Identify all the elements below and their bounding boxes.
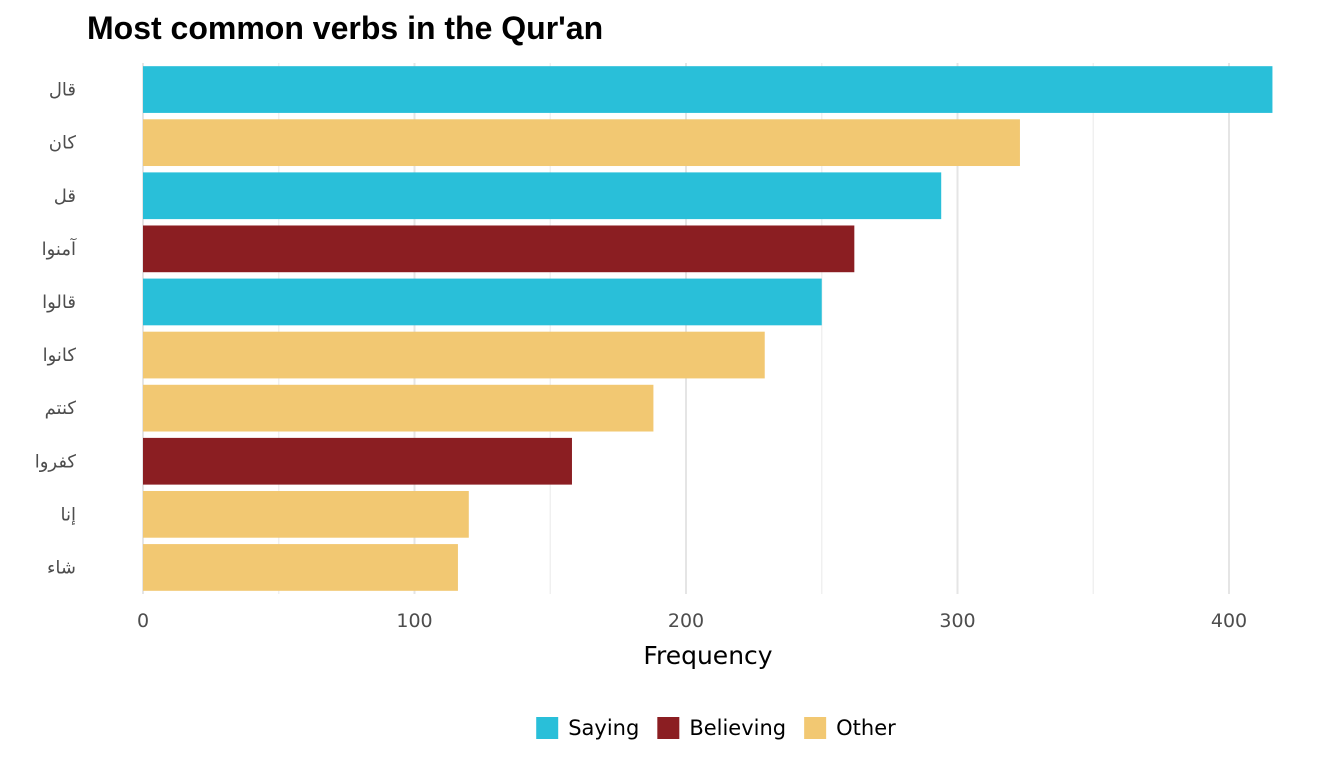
- x-tick-label-100: 100: [396, 610, 432, 632]
- legend-label-other: Other: [836, 716, 896, 740]
- legend: Saying Believing Other: [536, 716, 896, 740]
- y-tick-label-9: إنا: [61, 504, 77, 525]
- chart-title: Most common verbs in the Qur'an: [87, 10, 603, 46]
- legend-item-saying: Saying: [536, 716, 639, 740]
- bar-2-other: [143, 119, 1020, 167]
- bar-6-other: [143, 331, 765, 379]
- y-tick-label-6: كانوا: [43, 345, 77, 366]
- x-tick-label-0: 0: [137, 610, 149, 632]
- y-axis-labels: قال كان قل آمنوا قالوا كانوا كنتم كفروا إنا شاء: [35, 80, 77, 579]
- x-tick-label-200: 200: [668, 610, 704, 632]
- bar-3-saying: [143, 172, 942, 220]
- bar-8-believing: [143, 437, 572, 485]
- x-axis-title: Frequency: [643, 641, 772, 670]
- bar-5-saying: [143, 278, 822, 326]
- legend-item-other: Other: [804, 716, 896, 740]
- x-tick-label-400: 400: [1211, 610, 1247, 632]
- legend-label-believing: Believing: [689, 716, 786, 740]
- bar-7-other: [143, 384, 654, 432]
- y-tick-label-3: قل: [54, 186, 76, 207]
- y-tick-label-7: كنتم: [45, 398, 77, 419]
- y-tick-label-1: قال: [49, 80, 76, 101]
- y-tick-label-8: كفروا: [35, 451, 77, 472]
- y-tick-label-2: كان: [49, 133, 77, 154]
- legend-label-saying: Saying: [568, 716, 639, 740]
- legend-swatch-believing: [657, 717, 680, 739]
- x-tick-label-300: 300: [939, 610, 975, 632]
- legend-item-believing: Believing: [657, 716, 786, 740]
- y-tick-label-10: شاء: [47, 557, 76, 578]
- bar-9-other: [143, 490, 469, 538]
- legend-swatch-saying: [536, 717, 559, 739]
- bar-1-saying: [143, 66, 1273, 113]
- bar-4-believing: [143, 225, 855, 273]
- bar-10-other: [143, 544, 458, 591]
- x-axis-tick-labels: 0 100 200 300 400: [137, 610, 1247, 632]
- bars: [143, 66, 1273, 591]
- legend-swatch-other: [804, 717, 827, 739]
- y-tick-label-5: قالوا: [42, 292, 76, 313]
- y-tick-label-4: آمنوا: [42, 237, 77, 260]
